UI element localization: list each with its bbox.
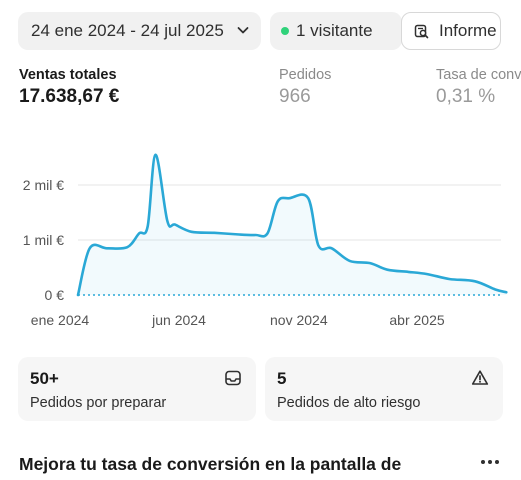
inbox-icon xyxy=(225,370,241,386)
warning-icon xyxy=(471,370,489,385)
section-title: Mejora tu tasa de conversión en la panta… xyxy=(19,454,402,474)
x-tick-label: jun 2024 xyxy=(151,312,206,328)
card-number: 50+ xyxy=(30,369,59,388)
y-tick-label: 1 mil € xyxy=(23,232,64,248)
orders-to-fulfill-card[interactable]: 50+ Pedidos por preparar xyxy=(18,357,256,421)
visitors-label: 1 visitante xyxy=(296,21,373,40)
series-line xyxy=(76,153,508,297)
chevron-down-icon xyxy=(237,27,249,34)
visitors-button[interactable]: 1 visitante xyxy=(270,12,402,50)
x-tick-label: nov 2024 xyxy=(270,312,328,328)
report-icon xyxy=(414,24,429,39)
series-area xyxy=(78,154,507,295)
x-tick-label: ene 2024 xyxy=(31,312,90,328)
x-tick-label: abr 2025 xyxy=(389,312,444,328)
metric-conversion-rate[interactable]: Tasa de conv 0,31 % xyxy=(436,67,521,108)
metric-orders[interactable]: Pedidos 966 xyxy=(279,67,331,108)
report-button[interactable]: Informe xyxy=(401,12,501,50)
live-dot-icon xyxy=(281,27,289,35)
more-options-icon[interactable] xyxy=(479,452,501,472)
metric-value: 966 xyxy=(279,86,311,107)
toolbar: 24 ene 2024 - 24 jul 2025 1 visitante In… xyxy=(18,12,521,50)
metric-label: Ventas totales xyxy=(19,67,117,83)
metric-total-sales[interactable]: Ventas totales 17.638,67 € xyxy=(19,67,119,108)
y-tick-label: 0 € xyxy=(45,287,65,303)
metric-value: 0,31 % xyxy=(436,86,496,107)
metric-label: Tasa de conv xyxy=(436,67,521,83)
metric-label: Pedidos xyxy=(279,67,332,83)
card-label: Pedidos de alto riesgo xyxy=(277,395,421,411)
metric-value: 17.638,67 € xyxy=(19,86,120,107)
sales-chart[interactable]: 0 € 1 mil € 2 mil € ene 2024 jun 2024 nov 202… xyxy=(0,140,521,340)
date-range-picker[interactable]: 24 ene 2024 - 24 jul 2025 xyxy=(18,12,261,50)
date-range-label: 24 ene 2024 - 24 jul 2025 xyxy=(31,21,224,40)
high-risk-orders-card[interactable]: 5 Pedidos de alto riesgo xyxy=(265,357,503,421)
y-tick-label: 2 mil € xyxy=(23,177,64,193)
card-number: 5 xyxy=(277,369,287,388)
report-label: Informe xyxy=(439,21,497,40)
card-label: Pedidos por preparar xyxy=(30,395,167,411)
